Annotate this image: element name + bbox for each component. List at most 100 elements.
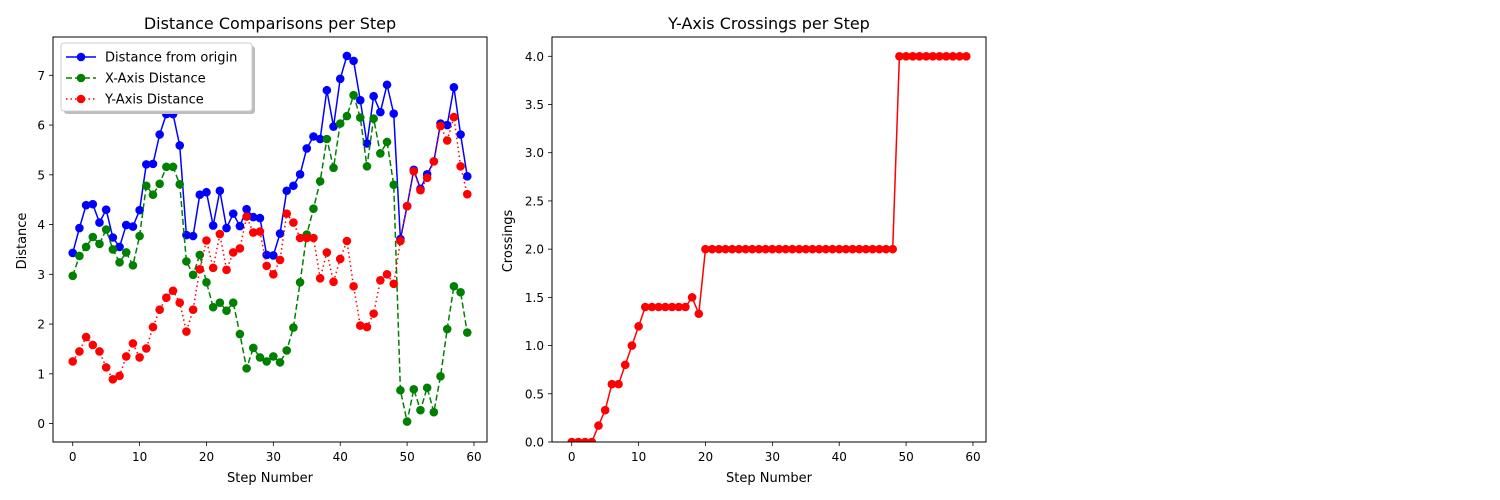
data-point — [228, 248, 238, 257]
data-point — [115, 258, 124, 267]
data-point — [422, 383, 432, 393]
data-point — [436, 372, 445, 381]
data-point — [121, 220, 131, 230]
data-point — [75, 251, 84, 261]
distance-comparisons-chart: Distance Comparisons per Step 0 10 20 30 40 5… — [15, 14, 488, 486]
x-tick-label: 40 — [832, 450, 847, 464]
data-point — [255, 353, 265, 362]
data-point — [342, 236, 352, 246]
data-point — [442, 324, 452, 334]
data-point — [315, 176, 325, 186]
data-point — [108, 245, 118, 254]
data-point — [202, 236, 211, 245]
x-tick-label: 10 — [631, 450, 646, 464]
data-point — [908, 51, 918, 61]
data-point — [768, 244, 777, 254]
y-axis-crossings-chart: Y-Axis Crossings per Step 0 10 20 30 40 50 60 … — [501, 14, 987, 486]
data-point — [222, 223, 231, 233]
data-point — [309, 132, 318, 141]
data-point — [182, 257, 191, 266]
data-point — [175, 298, 185, 307]
series-0 — [68, 51, 472, 260]
data-point — [235, 244, 245, 253]
data-point — [667, 302, 677, 312]
data-point — [389, 109, 399, 118]
data-point — [627, 341, 637, 350]
data-point — [369, 91, 378, 101]
data-point — [567, 437, 577, 442]
data-point — [295, 277, 305, 287]
y-tick-label: 6 — [37, 119, 45, 133]
data-point — [215, 229, 225, 239]
legend-label: Distance from origin — [105, 51, 237, 66]
data-point — [128, 222, 138, 231]
legend-marker — [76, 73, 86, 83]
data-point — [81, 242, 91, 252]
y-tick-label: 3 — [37, 268, 45, 282]
data-point — [182, 327, 191, 336]
data-point — [349, 281, 358, 291]
data-point — [436, 121, 445, 131]
data-point — [208, 221, 218, 230]
data-point — [462, 172, 472, 181]
data-point — [95, 347, 104, 356]
x-tick-label: 60 — [466, 450, 481, 464]
data-point — [269, 352, 278, 361]
axes-frame — [551, 36, 987, 443]
y-axis-ticks: 0 1 2 3 4 5 6 7 — [37, 69, 53, 431]
x-axis-label: Step Number — [726, 471, 813, 486]
data-point — [355, 321, 365, 330]
data-point — [101, 363, 111, 372]
data-point — [168, 162, 178, 172]
data-point — [674, 302, 684, 312]
legend: Distance from origin X-Axis Distance Y-Axi… — [60, 42, 255, 114]
data-point — [948, 51, 958, 61]
data-point — [88, 199, 98, 209]
data-point — [456, 130, 465, 139]
data-point — [275, 255, 285, 265]
y-tick-label: 2.5 — [525, 194, 544, 208]
data-point — [574, 437, 583, 442]
data-point — [754, 244, 764, 254]
y-axis-label: Distance — [15, 213, 30, 270]
data-point — [329, 163, 338, 173]
data-point — [449, 112, 459, 122]
data-point — [349, 56, 358, 66]
data-point — [135, 205, 144, 215]
data-point — [228, 298, 238, 307]
data-point — [275, 358, 285, 367]
data-point — [701, 244, 710, 254]
data-point — [162, 162, 171, 172]
data-point — [402, 417, 412, 426]
data-point — [396, 385, 405, 395]
data-point — [587, 437, 597, 442]
y-tick-label: 1 — [37, 367, 45, 381]
y-tick-label: 0 — [37, 417, 45, 431]
y-tick-label: 1.5 — [525, 291, 544, 305]
data-point — [355, 113, 365, 122]
data-point — [442, 120, 452, 130]
data-point — [854, 244, 864, 254]
data-point — [794, 244, 804, 254]
data-point — [262, 250, 271, 260]
x-axis-ticks: 0 10 20 30 40 50 60 — [568, 442, 981, 464]
x-tick-label: 0 — [568, 450, 576, 464]
data-point — [600, 405, 610, 415]
data-point — [188, 270, 198, 280]
data-point — [155, 130, 164, 139]
data-point — [707, 244, 717, 254]
data-point — [761, 244, 770, 254]
data-point — [329, 277, 338, 287]
data-point — [135, 353, 144, 362]
x-tick-label: 0 — [69, 450, 77, 464]
data-point — [462, 328, 472, 337]
y-tick-label: 2.0 — [525, 243, 544, 257]
data-point — [915, 51, 924, 61]
data-point — [75, 223, 84, 233]
x-tick-label: 60 — [965, 450, 980, 464]
data-point — [195, 250, 205, 260]
data-point — [429, 407, 439, 417]
data-point — [687, 293, 697, 302]
data-point — [208, 302, 218, 312]
data-point — [614, 379, 623, 389]
